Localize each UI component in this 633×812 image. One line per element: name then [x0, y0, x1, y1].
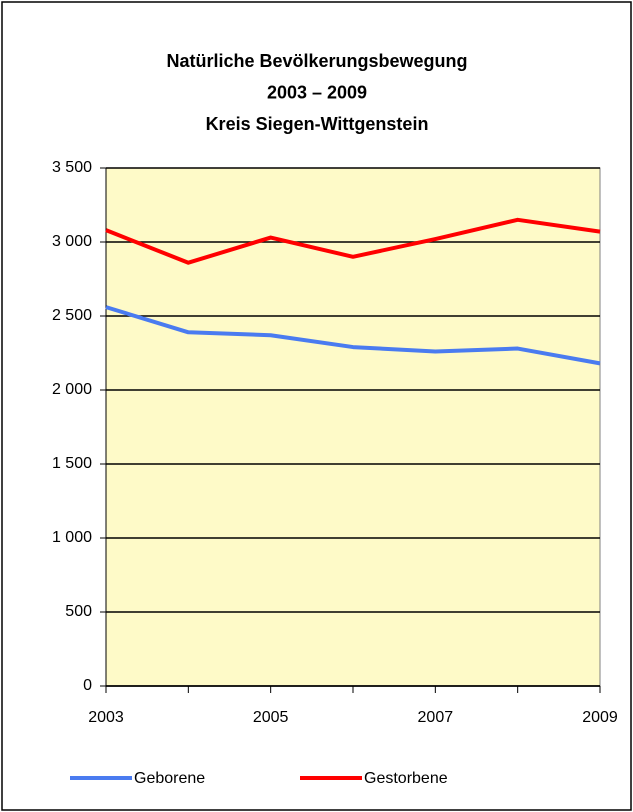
- x-tick-label: 2007: [418, 709, 454, 726]
- x-tick-label: 2005: [253, 709, 289, 726]
- series-line: [105, 217, 601, 265]
- y-tick-label: 500: [65, 603, 92, 620]
- chart-title: Kreis Siegen-Wittgenstein: [206, 114, 429, 134]
- y-tick-label: 1 500: [52, 455, 92, 472]
- y-tick-label: 3 500: [52, 159, 92, 176]
- y-tick-label: 2 000: [52, 381, 92, 398]
- legend-label: Gestorbene: [364, 770, 448, 787]
- plot-area: [105, 167, 601, 687]
- y-tick-label: 0: [83, 677, 92, 694]
- chart-title: Natürliche Bevölkerungsbewegung: [166, 51, 467, 71]
- series-line: [105, 305, 601, 366]
- y-tick-label: 1 000: [52, 529, 92, 546]
- x-tick-label: 2009: [582, 709, 618, 726]
- y-tick-label: 2 500: [52, 307, 92, 324]
- x-tick-label: 2003: [88, 709, 124, 726]
- y-tick-label: 3 000: [52, 233, 92, 250]
- legend-label: Geborene: [134, 770, 205, 787]
- chart-title: 2003 – 2009: [267, 82, 367, 102]
